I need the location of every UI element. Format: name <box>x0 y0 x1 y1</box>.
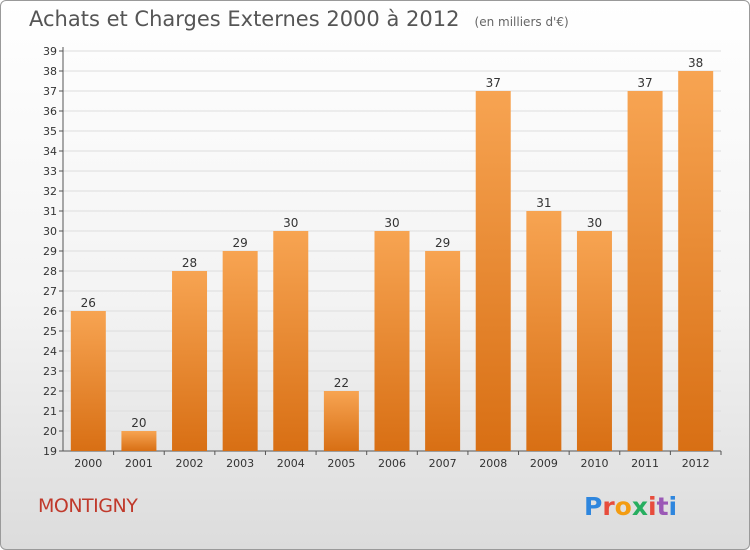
x-tick-label: 2007 <box>429 457 457 470</box>
y-tick-label: 21 <box>43 405 57 418</box>
bar <box>222 251 258 451</box>
y-tick-label: 34 <box>43 145 57 158</box>
bar-value-label: 22 <box>334 376 349 390</box>
x-tick-label: 2005 <box>327 457 355 470</box>
x-tick-label: 2009 <box>530 457 558 470</box>
bar <box>121 431 157 451</box>
bar-value-label: 30 <box>384 216 399 230</box>
y-tick-label: 27 <box>43 285 57 298</box>
y-tick-label: 38 <box>43 65 57 78</box>
bar <box>374 231 410 451</box>
y-tick-label: 36 <box>43 105 57 118</box>
y-tick-label: 23 <box>43 365 57 378</box>
x-tick-label: 2012 <box>682 457 710 470</box>
logo-letter: i <box>648 492 657 521</box>
x-tick-label: 2002 <box>176 457 204 470</box>
bar-value-label: 37 <box>637 76 652 90</box>
y-tick-label: 33 <box>43 165 57 178</box>
logo-letter: t <box>656 492 669 521</box>
y-tick-label: 26 <box>43 305 57 318</box>
bar <box>273 231 309 451</box>
y-tick-label: 35 <box>43 125 57 138</box>
x-tick-label: 2003 <box>226 457 254 470</box>
proxiti-logo[interactable]: Proxiti <box>584 492 677 521</box>
y-tick-label: 32 <box>43 185 57 198</box>
logo-letter: i <box>668 492 678 521</box>
bar <box>323 391 359 451</box>
x-tick-label: 2000 <box>74 457 102 470</box>
bar <box>172 271 208 451</box>
data-labels: 26 20 28 29 30 22 30 29 37 31 30 37 38 <box>81 56 704 430</box>
bars <box>70 71 714 451</box>
x-tick-label: 2010 <box>580 457 608 470</box>
commune-name: MONTIGNY <box>38 495 138 517</box>
bar <box>70 311 106 451</box>
title-text: Achats et Charges Externes 2000 à 2012 <box>29 7 460 31</box>
bar <box>475 91 511 451</box>
bar <box>576 231 612 451</box>
bar-value-label: 38 <box>688 56 703 70</box>
x-tick-label: 2006 <box>378 457 406 470</box>
y-tick-label: 30 <box>43 225 57 238</box>
x-tick-label: 2011 <box>631 457 659 470</box>
logo-letter: r <box>602 492 615 521</box>
bar-value-label: 29 <box>435 236 450 250</box>
bar <box>526 211 562 451</box>
y-tick-label: 31 <box>43 205 57 218</box>
bar-value-label: 28 <box>182 256 197 270</box>
logo-letter: P <box>584 492 603 521</box>
y-tick-label: 20 <box>43 425 57 438</box>
bar-value-label: 29 <box>233 236 248 250</box>
y-tick-label: 25 <box>43 325 57 338</box>
y-tick-label: 19 <box>43 445 57 458</box>
x-tick-label: 2004 <box>277 457 305 470</box>
y-tick-label: 28 <box>43 265 57 278</box>
bar-value-label: 31 <box>536 196 551 210</box>
bar <box>678 71 714 451</box>
bar-value-label: 30 <box>587 216 602 230</box>
bar <box>425 251 461 451</box>
logo-letter: o <box>614 492 632 521</box>
y-tick-label: 39 <box>43 45 57 58</box>
y-tick-label: 37 <box>43 85 57 98</box>
logo-letter: x <box>631 492 648 521</box>
x-tick-label: 2001 <box>125 457 153 470</box>
bar-value-label: 20 <box>131 416 146 430</box>
x-tick-label: 2008 <box>479 457 507 470</box>
y-tick-label: 24 <box>43 345 57 358</box>
bar-value-label: 37 <box>486 76 501 90</box>
y-tick-label: 29 <box>43 245 57 258</box>
y-tick-label: 22 <box>43 385 57 398</box>
chart-title: Achats et Charges Externes 2000 à 2012 (… <box>29 7 569 31</box>
bar <box>627 91 663 451</box>
title-unit: (en milliers d'€) <box>474 15 569 29</box>
bar-value-label: 30 <box>283 216 298 230</box>
bar-value-label: 26 <box>81 296 96 310</box>
